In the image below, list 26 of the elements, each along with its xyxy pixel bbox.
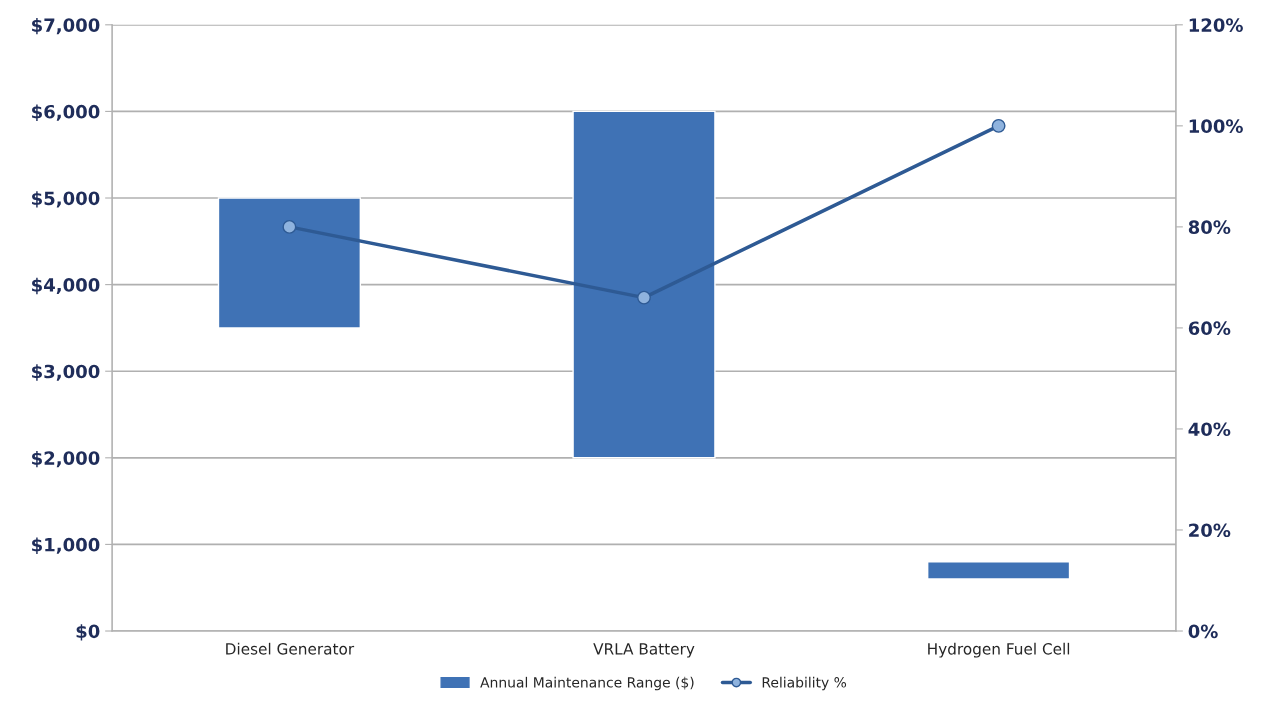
y-tick-label: $1,000: [32, 537, 100, 554]
y2-tick-label: 20%: [1189, 523, 1231, 538]
y2-tick-label: 120%: [1189, 18, 1243, 32]
y2-tick-label: 60%: [1188, 321, 1231, 336]
y-tick-label: $3,000: [32, 364, 100, 381]
y-tick-label: $5,000: [32, 191, 100, 208]
point: [637, 290, 651, 305]
y2-tick-label: 80%: [1188, 220, 1231, 234]
x-tick-label: Hydrogen Fuel Cell: [928, 642, 1070, 658]
y2-tick-label: 100%: [1189, 119, 1243, 133]
legend-label: Annual Maintenance Range ($): [480, 676, 694, 691]
point: [282, 219, 297, 234]
y-tick-label: $0: [76, 624, 100, 641]
x-tick-label: VRLA Battery: [593, 643, 695, 658]
y-tick-label: $4,000: [32, 277, 100, 295]
y-tick-label: $7,000: [32, 17, 100, 35]
bar: [217, 197, 362, 329]
point: [991, 118, 1006, 133]
y2-tick-label: 0%: [1188, 624, 1218, 639]
y2-tick-label: 40%: [1188, 422, 1231, 437]
y-tick-label: $2,000: [32, 450, 100, 468]
legend-label: Reliability %: [762, 676, 847, 691]
bar: [572, 110, 716, 459]
y-tick-label: $6,000: [32, 104, 100, 121]
x-tick-label: Diesel Generator: [226, 642, 355, 655]
bar: [926, 561, 1071, 580]
